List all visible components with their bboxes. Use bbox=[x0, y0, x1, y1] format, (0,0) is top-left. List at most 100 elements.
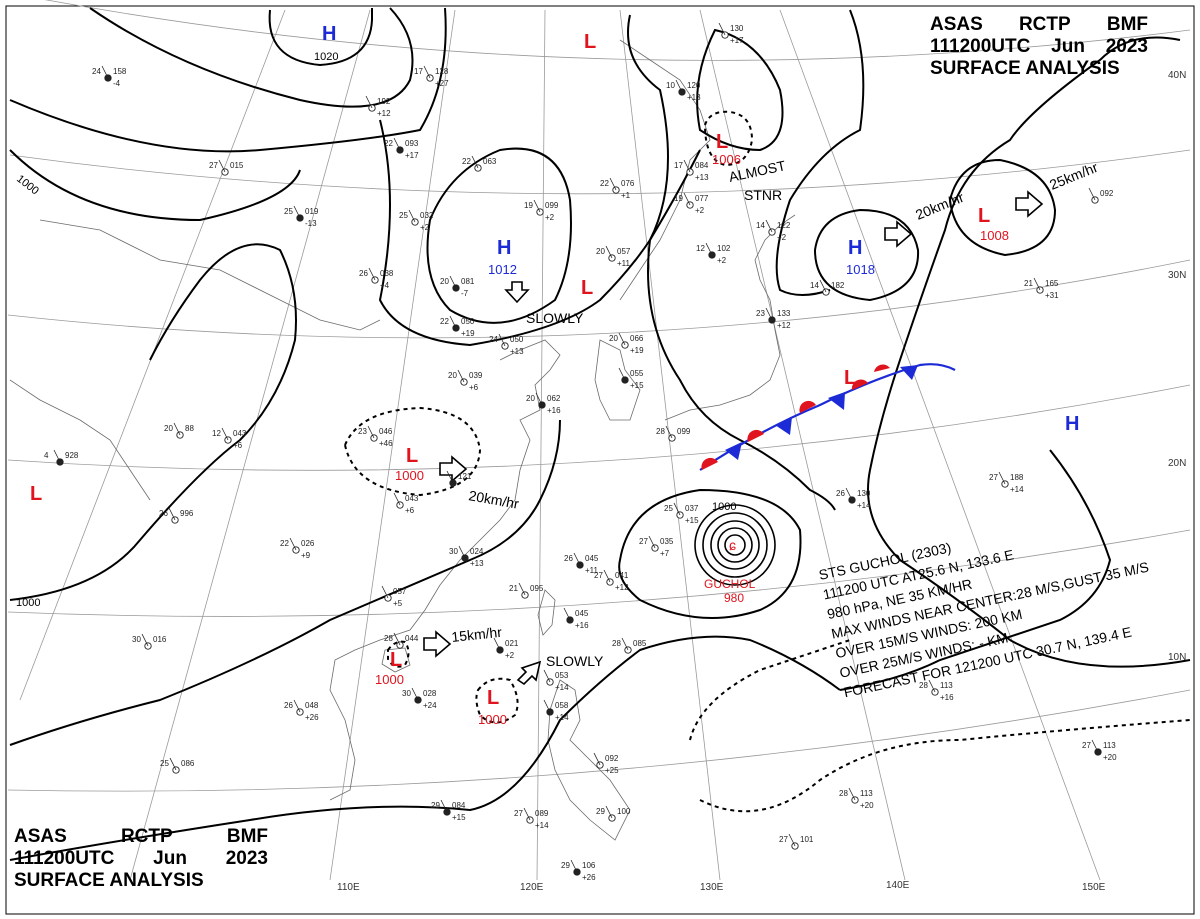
station-tendency: +20 bbox=[1103, 753, 1117, 762]
high-center: H bbox=[1065, 413, 1079, 435]
high-center: H bbox=[848, 237, 862, 259]
station-tendency: +17 bbox=[405, 151, 419, 160]
station-pressure: 039 bbox=[469, 371, 483, 380]
wind-barb bbox=[1033, 277, 1041, 291]
station-plot: 28 113 +16 bbox=[919, 679, 954, 702]
station-plot: 26 038 +4 bbox=[359, 267, 394, 290]
wind-barb bbox=[101, 65, 109, 79]
station-plot: 19 099 +2 bbox=[524, 199, 559, 222]
isobar-1000-typhoon-outer bbox=[618, 488, 802, 619]
hainan-coast bbox=[381, 647, 411, 673]
station-tendency: +14 bbox=[535, 821, 549, 830]
station-plot: 23 046 +46 bbox=[358, 425, 393, 448]
station-pressure: 055 bbox=[630, 369, 644, 378]
high-center-pressure: 1018 bbox=[846, 262, 875, 277]
station-tendency: +13 bbox=[510, 347, 524, 356]
cold-front-triangle bbox=[900, 365, 918, 380]
station-plot: 12 043 +6 bbox=[212, 427, 247, 450]
station-plot: 26 996 bbox=[159, 507, 194, 524]
station-plot: 24 158 -4 bbox=[92, 65, 127, 88]
station-temperature: 4 bbox=[44, 451, 49, 460]
motion-arrow bbox=[423, 630, 452, 658]
wind-barb bbox=[683, 192, 691, 206]
station-plot: 24 050 +13 bbox=[489, 333, 524, 356]
station-temperature: 12 bbox=[696, 244, 705, 253]
lat-label: 10N bbox=[1168, 652, 1186, 663]
station-plot: 27 035 +7 bbox=[639, 535, 674, 558]
station-plot: 22 063 bbox=[462, 155, 497, 172]
station-tendency: +16 bbox=[940, 693, 954, 702]
station-plot: 27 188 +14 bbox=[989, 471, 1024, 494]
station-tendency: +11 bbox=[585, 566, 599, 575]
wind-barb bbox=[570, 859, 578, 873]
dashed-ring-1000-ph bbox=[475, 677, 519, 724]
station-tendency: +20 bbox=[860, 801, 874, 810]
station-temperature: 25 bbox=[160, 759, 169, 768]
wind-barb bbox=[718, 22, 726, 36]
station-plot: 043+6 bbox=[393, 492, 419, 515]
station-pressure: 015 bbox=[230, 161, 244, 170]
station-plot: 25 037 +15 bbox=[664, 502, 699, 525]
station-tendency: +16 bbox=[575, 621, 589, 630]
low-center: L bbox=[978, 205, 990, 227]
station-temperature: 19 bbox=[524, 201, 533, 210]
station-plot: 130+17 bbox=[718, 22, 744, 45]
station-tendency: +15 bbox=[630, 381, 644, 390]
station-temperature: 24 bbox=[489, 335, 498, 344]
station-tendency: +26 bbox=[582, 873, 596, 882]
station-temperature: 19 bbox=[674, 194, 683, 203]
station-tendency: +12 bbox=[777, 321, 791, 330]
station-temperature: 10 bbox=[666, 81, 675, 90]
station-tendency: +13 bbox=[687, 93, 701, 102]
station-plot: 10 120 +13 bbox=[666, 79, 701, 102]
grid-labels: 40N 30N 20N 10N 110E 120E 130E 140E 150E bbox=[337, 70, 1186, 893]
isobar-1020 bbox=[268, 8, 373, 67]
dashed-ring-1000-hainan bbox=[387, 640, 410, 668]
station-plot: 192+12 bbox=[365, 95, 391, 118]
station-plot: 20 081 -7 bbox=[440, 275, 475, 298]
station-pressure: 113 bbox=[1103, 741, 1116, 750]
wind-barb bbox=[449, 315, 457, 329]
station-temperature: 30 bbox=[402, 689, 411, 698]
station-plot: 27 113 +20 bbox=[1082, 739, 1117, 762]
meridian-150e bbox=[779, 9, 1101, 881]
station-temperature: 14 bbox=[810, 281, 819, 290]
station-tendency: +12 bbox=[377, 109, 391, 118]
wind-barb bbox=[393, 632, 401, 646]
station-pressure: 046 bbox=[379, 427, 393, 436]
high-center-pressure: 1012 bbox=[488, 262, 517, 277]
low-center: L bbox=[584, 31, 596, 53]
isobar-1012-ring bbox=[426, 147, 572, 324]
low-center: L bbox=[30, 483, 42, 505]
station-plot: 4 928 bbox=[44, 449, 79, 466]
station-tendency: +2 bbox=[545, 213, 555, 222]
wind-barb bbox=[621, 637, 629, 651]
wind-barb bbox=[603, 569, 611, 583]
meridian-140e bbox=[699, 9, 906, 881]
station-pressure: 038 bbox=[380, 269, 394, 278]
motion-label: 15km/hr bbox=[451, 624, 503, 645]
station-temperature: 30 bbox=[449, 547, 458, 556]
header-bottom-line2: 111200UTC Jun 2023 bbox=[14, 848, 268, 870]
wind-barb bbox=[440, 799, 448, 813]
station-plot: 20 039 +6 bbox=[448, 369, 483, 392]
low-center: L bbox=[487, 687, 499, 709]
station-temperature: 27 bbox=[989, 473, 998, 482]
low-center: L bbox=[390, 649, 402, 671]
motion-arrows bbox=[423, 190, 1044, 686]
lat-label: 40N bbox=[1168, 70, 1186, 81]
wind-barb bbox=[393, 492, 401, 506]
wind-barb bbox=[605, 805, 613, 819]
station-plot: 27 101 bbox=[779, 833, 814, 850]
station-plot: 021+2 bbox=[493, 637, 519, 660]
station-tendency: +31 bbox=[1045, 291, 1059, 300]
dashed-isobars bbox=[343, 110, 1191, 813]
station-temperature: 26 bbox=[284, 701, 293, 710]
wind-barb bbox=[523, 807, 531, 821]
station-temperature: 26 bbox=[564, 554, 573, 563]
station-tendency: +13 bbox=[470, 559, 484, 568]
station-pressure: 182 bbox=[831, 281, 845, 290]
station-pressure: 120 bbox=[687, 81, 701, 90]
typhoon-ring-2 bbox=[702, 512, 768, 578]
header-top-line1: ASAS RCTP BMF bbox=[930, 14, 1148, 36]
